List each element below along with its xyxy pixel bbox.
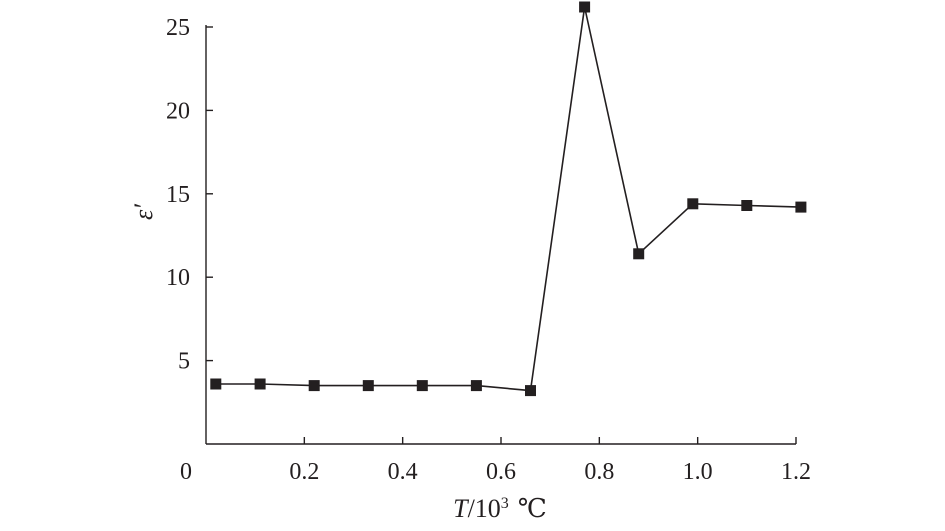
data-point — [210, 378, 222, 390]
y-tick-label: 15 — [166, 182, 190, 208]
x-axis-title: T/103 ℃ — [453, 494, 547, 523]
y-axis-title: ε′ — [129, 204, 158, 220]
y-tick-label: 10 — [166, 265, 190, 291]
data-point — [416, 380, 428, 392]
data-point — [795, 201, 807, 213]
x-tick-label: 0.8 — [584, 459, 614, 485]
data-point — [741, 200, 753, 211]
data-point — [254, 378, 266, 390]
data-point — [579, 1, 591, 13]
x-tick-label: 1.2 — [781, 459, 811, 485]
x-tick-label: 0.6 — [486, 459, 516, 485]
y-tick-label: 25 — [166, 15, 190, 41]
x-tick-label: 0.2 — [289, 459, 319, 485]
data-point — [470, 380, 482, 392]
ticks — [206, 26, 797, 444]
data-point — [362, 380, 374, 392]
data-point — [525, 385, 536, 397]
y-tick-label: 20 — [166, 98, 190, 124]
markers — [210, 1, 807, 397]
y-tick-label: 5 — [178, 349, 190, 375]
x-tick-label: 0 — [180, 459, 192, 485]
x-tick-label: 1.0 — [683, 459, 713, 485]
x-tick-label: 0.4 — [388, 459, 418, 485]
tick-labels: 5 10 15 20 25 0 0.2 0.4 0.6 0.8 1.0 1.2 — [166, 15, 811, 485]
data-point — [687, 198, 699, 210]
data-point — [308, 380, 320, 392]
axes — [205, 25, 796, 445]
data-point — [633, 248, 645, 260]
series-line — [215, 6, 801, 392]
